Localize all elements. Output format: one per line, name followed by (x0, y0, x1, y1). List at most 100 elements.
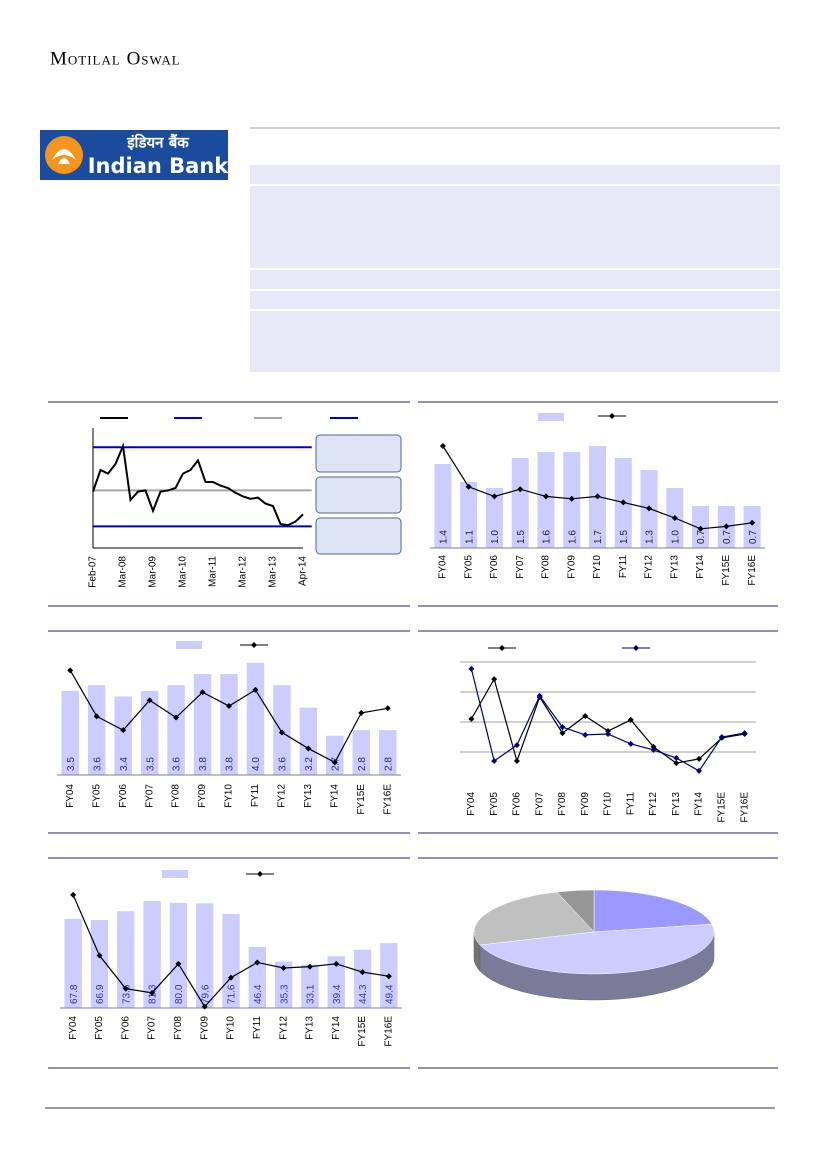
info-box (315, 434, 402, 473)
bar (299, 707, 318, 775)
data-label: 1.5 (516, 530, 527, 544)
line-marker (201, 1003, 208, 1010)
line-marker (70, 891, 77, 898)
line-marker (582, 731, 589, 738)
data-label: 3.6 (92, 757, 103, 771)
pie-slice (479, 923, 715, 975)
line-marker (627, 716, 634, 723)
line-marker (620, 499, 627, 506)
x-tick-label: FY13 (669, 555, 680, 579)
x-tick-label: FY14 (695, 555, 706, 579)
x-tick-label: Mar-13 (268, 556, 279, 588)
x-tick-label: FY11 (252, 1016, 263, 1040)
legend-marker (609, 413, 615, 419)
x-tick-label: FY15E (356, 784, 367, 815)
x-tick-label: FY16E (382, 784, 393, 815)
x-tick-label: FY15E (721, 555, 732, 586)
bar (434, 464, 452, 548)
pie-slice (593, 889, 713, 933)
x-tick-label: FY04 (68, 1016, 79, 1040)
line-marker (333, 960, 340, 967)
line-marker (671, 515, 678, 521)
x-tick-label: FY09 (199, 1016, 210, 1040)
bar (326, 735, 344, 775)
line-marker (358, 709, 365, 716)
legend-bar (162, 870, 188, 878)
line-series (470, 668, 745, 772)
x-tick-label: FY05 (489, 792, 500, 816)
line-marker (491, 493, 498, 500)
line-marker (465, 483, 472, 490)
data-label: 46.4 (253, 984, 264, 1004)
line-marker (93, 713, 100, 720)
bar (353, 949, 372, 1008)
line-marker (491, 758, 498, 764)
logo-emblem-mark (52, 149, 76, 164)
line-marker (67, 667, 74, 674)
line-marker (306, 963, 313, 970)
x-tick-label: FY16E (739, 792, 750, 823)
line-marker (646, 505, 653, 512)
x-tick-label: FY06 (120, 1016, 131, 1040)
line-marker (542, 493, 549, 500)
data-label: 44.3 (358, 984, 369, 1004)
data-label: 2.8 (357, 757, 368, 771)
bar (274, 961, 293, 1008)
line-marker (359, 969, 366, 976)
bar (352, 730, 371, 775)
x-tick-label: Mar-09 (148, 556, 159, 588)
line-marker (741, 730, 748, 737)
info-box (315, 476, 402, 514)
summary-box (250, 127, 780, 372)
line-marker (122, 985, 129, 992)
bar (460, 482, 478, 548)
x-tick-label: FY06 (489, 555, 500, 579)
brand: Motilal Oswal (50, 48, 181, 69)
line-marker (331, 759, 338, 766)
line-marker (559, 730, 566, 737)
line-marker (120, 727, 127, 734)
bar (537, 452, 555, 548)
data-label: 33.1 (306, 984, 317, 1004)
x-tick-label: FY09 (197, 784, 208, 808)
line-marker (718, 734, 725, 740)
data-label: 3.5 (66, 757, 77, 771)
x-tick-label: FY10 (592, 555, 603, 579)
x-tick-label: FY10 (603, 792, 614, 816)
data-label: 71.6 (227, 984, 238, 1004)
x-tick-label: FY12 (277, 784, 288, 808)
x-tick-label: FY13 (305, 1016, 316, 1040)
data-label: 79.6 (200, 984, 211, 1004)
x-tick-label: FY14 (329, 784, 340, 808)
line-marker (559, 724, 566, 731)
pie-slice (473, 891, 595, 946)
x-tick-label: FY11 (625, 792, 636, 816)
legend-marker (633, 645, 639, 651)
x-tick-label: FY12 (644, 555, 655, 579)
panel-frames (48, 401, 778, 1069)
x-tick-label: FY10 (226, 1016, 237, 1040)
data-label: 1.1 (464, 530, 475, 544)
x-tick-label: FY12 (278, 1016, 289, 1040)
bar (248, 947, 266, 1008)
line-marker (536, 692, 543, 699)
data-label: 1.5 (619, 530, 630, 544)
line-marker (468, 716, 475, 722)
x-tick-label: FY11 (250, 784, 261, 808)
x-tick-label: FY13 (303, 784, 314, 808)
x-tick-label: FY08 (171, 784, 182, 808)
line-marker (749, 519, 756, 526)
data-label: 3.4 (119, 757, 130, 771)
line-marker (650, 746, 657, 753)
data-label: 35.3 (279, 984, 290, 1004)
bar (114, 696, 132, 775)
line-marker (173, 714, 180, 721)
pie-slice (556, 889, 595, 933)
data-label: 3.8 (198, 757, 209, 771)
x-tick-label: FY15E (357, 1016, 368, 1047)
data-label: 1.3 (645, 530, 656, 544)
line-marker (513, 758, 520, 764)
data-label: 1.6 (567, 530, 578, 544)
x-tick-label: FY06 (512, 792, 523, 816)
